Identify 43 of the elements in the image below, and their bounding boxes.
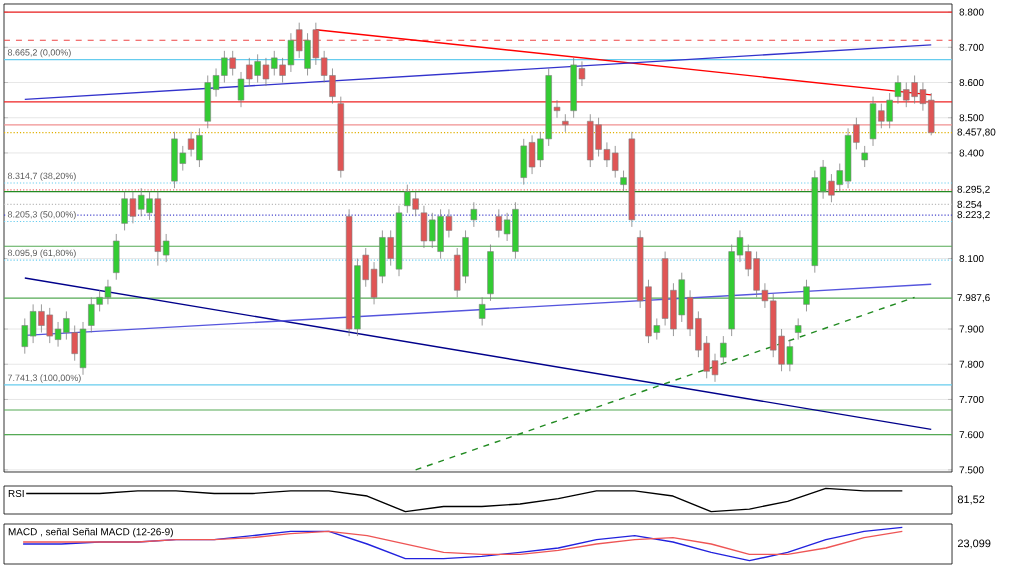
candlestick: [869, 96, 877, 147]
candlestick: [794, 318, 802, 340]
candlestick: [287, 32, 295, 73]
candlestick: [495, 208, 503, 238]
candlestick: [487, 244, 494, 302]
candlestick: [803, 279, 810, 312]
candlestick: [437, 208, 444, 259]
candlestick: [462, 230, 469, 284]
candlestick: [29, 303, 37, 344]
candlestick: [404, 184, 411, 214]
candlestick: [861, 145, 868, 168]
candlestick: [512, 201, 519, 259]
candlestick: [844, 127, 852, 189]
candlestick: [753, 251, 760, 298]
candlestick: [54, 321, 62, 348]
candlestick: [88, 296, 95, 333]
candlestick: [828, 173, 835, 203]
candlestick: [304, 32, 311, 76]
candlestick: [478, 296, 486, 326]
candlestick: [171, 131, 178, 189]
candlestick: [587, 113, 594, 168]
candlestick: [528, 134, 536, 175]
candlestick: [121, 191, 128, 231]
candlestick: [237, 71, 245, 108]
candlestick: [894, 75, 902, 105]
candlestick: [412, 191, 419, 217]
candlestick: [38, 303, 45, 333]
candlestick: [187, 131, 195, 157]
candlestick: [113, 233, 120, 281]
candlestick: [562, 113, 569, 133]
candlestick: [196, 127, 203, 168]
candlestick: [104, 279, 112, 305]
candlestick: [595, 117, 602, 157]
candlestick: [786, 339, 794, 372]
candlestick: [129, 191, 137, 224]
candlestick: [886, 92, 893, 129]
candlestick: [470, 201, 478, 228]
candlestick: [262, 57, 270, 87]
candlestick: [720, 335, 727, 365]
candlestick: [420, 205, 428, 249]
candlestick: [911, 75, 918, 105]
candlestick: [229, 50, 236, 76]
candlestick: [79, 321, 87, 376]
